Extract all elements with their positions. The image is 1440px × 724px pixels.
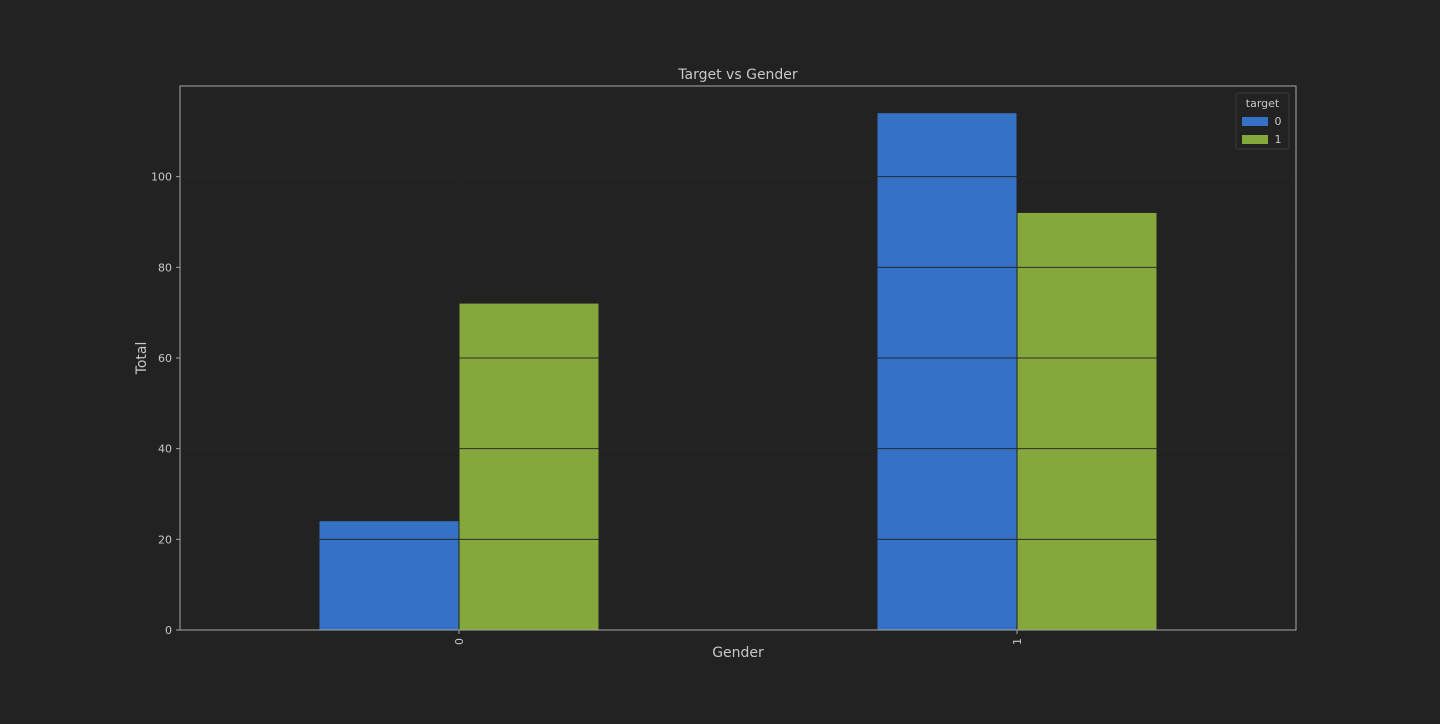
- y-tick-label: 100: [151, 171, 172, 184]
- legend-title: target: [1246, 97, 1280, 110]
- y-tick-label: 60: [158, 352, 172, 365]
- bar-series-0-cat-0: [319, 521, 459, 630]
- y-tick-label: 40: [158, 443, 172, 456]
- x-axis-label: Gender: [712, 645, 764, 661]
- legend: target 0 1: [1235, 92, 1290, 150]
- bars-layer: [319, 113, 1157, 630]
- bar-series-1-cat-0: [459, 303, 599, 630]
- legend-label-1: 1: [1275, 133, 1282, 146]
- y-tick-label: 80: [158, 261, 172, 274]
- y-axis-ticks: 0 20 40 60 80 100: [151, 171, 180, 637]
- chart-title: Target vs Gender: [677, 67, 798, 83]
- y-tick-label: 20: [158, 533, 172, 546]
- grid-over-bars: [180, 86, 1296, 630]
- legend-label-0: 0: [1275, 115, 1282, 128]
- bar-series-1-cat-1: [1017, 212, 1157, 630]
- x-tick-label: 1: [1011, 638, 1024, 645]
- legend-swatch-1: [1242, 135, 1268, 144]
- bar-series-0-cat-1: [877, 113, 1017, 630]
- legend-swatch-0: [1242, 117, 1268, 126]
- y-axis-label: Total: [134, 342, 150, 376]
- x-tick-label: 0: [453, 638, 466, 645]
- y-tick-label: 0: [165, 624, 172, 637]
